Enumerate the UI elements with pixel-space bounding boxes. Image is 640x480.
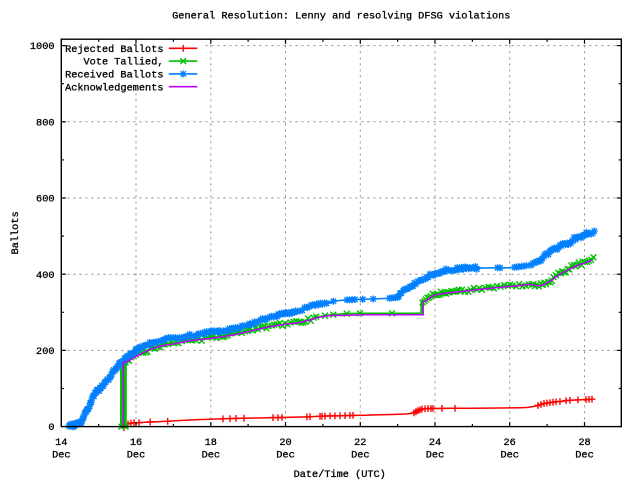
- svg-text:22: 22: [354, 437, 366, 449]
- svg-text:26: 26: [504, 437, 516, 449]
- svg-text:General Resolution: Lenny and: General Resolution: Lenny and resolving …: [172, 11, 510, 23]
- svg-text:14: 14: [55, 437, 67, 449]
- svg-text:18: 18: [205, 437, 217, 449]
- svg-text:600: 600: [36, 194, 54, 206]
- svg-text:Ballots: Ballots: [10, 211, 22, 254]
- svg-text:800: 800: [36, 117, 54, 129]
- svg-text:Dec: Dec: [351, 449, 369, 461]
- svg-text:Dec: Dec: [276, 449, 294, 461]
- svg-text:24: 24: [429, 437, 441, 449]
- svg-text:Rejected Ballots: Rejected Ballots: [65, 44, 163, 56]
- svg-text:Dec: Dec: [575, 449, 593, 461]
- svg-text:Dec: Dec: [500, 449, 518, 461]
- svg-text:Dec: Dec: [52, 449, 70, 461]
- svg-text:28: 28: [578, 437, 590, 449]
- svg-text:1000: 1000: [30, 41, 55, 53]
- svg-text:Dec: Dec: [426, 449, 444, 461]
- svg-text:400: 400: [36, 270, 54, 282]
- svg-text:Date/Time (UTC): Date/Time (UTC): [294, 469, 386, 480]
- svg-text:Dec: Dec: [202, 449, 220, 461]
- svg-text:Received Ballots: Received Ballots: [65, 70, 163, 82]
- svg-text:0: 0: [48, 422, 54, 434]
- svg-text:Acknowledgements: Acknowledgements: [65, 82, 163, 94]
- svg-text:20: 20: [279, 437, 291, 449]
- svg-text:16: 16: [130, 437, 142, 449]
- svg-text:200: 200: [36, 346, 54, 358]
- svg-text:Dec: Dec: [127, 449, 145, 461]
- svg-text:Vote Tallied,: Vote Tallied,: [84, 57, 164, 69]
